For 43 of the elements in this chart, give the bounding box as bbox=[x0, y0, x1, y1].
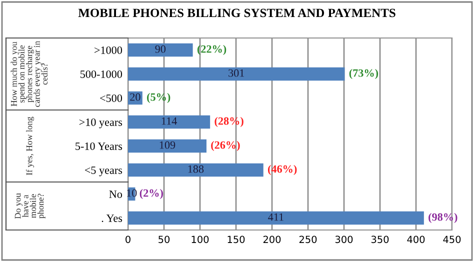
text: Do you have a mobile phone? bbox=[14, 193, 46, 219]
x-tick-label: 450 bbox=[443, 236, 461, 244]
data-label: 20 bbox=[130, 93, 140, 101]
x-tick-label: 350 bbox=[371, 236, 389, 244]
x-tick-label: 100 bbox=[192, 236, 209, 244]
y-tick-label: >1000 bbox=[94, 46, 122, 54]
chart-title: MOBILE PHONES BILLING SYSTEM AND PAYMENTS bbox=[78, 8, 396, 18]
bar bbox=[128, 139, 206, 153]
bar bbox=[128, 115, 210, 129]
annotation: (28%) bbox=[214, 116, 244, 128]
y-tick-label: 5-10 Years bbox=[76, 142, 122, 150]
bar bbox=[128, 163, 264, 177]
annotation: (22%) bbox=[197, 44, 226, 56]
x-tick-label: 300 bbox=[335, 236, 353, 244]
y-tick-label: <5 years bbox=[84, 166, 122, 176]
x-tick-label: 200 bbox=[263, 236, 281, 244]
text: If yes, How long bbox=[26, 116, 34, 176]
y-tick-label: >10 years bbox=[79, 118, 122, 128]
annotation: (5%) bbox=[147, 92, 170, 104]
bar bbox=[128, 43, 193, 57]
y-tick-label: . Yes bbox=[102, 214, 122, 222]
bar bbox=[128, 67, 345, 81]
annotation: (26%) bbox=[211, 140, 240, 152]
data-label: 109 bbox=[160, 141, 176, 149]
text: How much do you spend on mobile phones recharge cards every year in cedis? bbox=[10, 40, 48, 107]
y-tick-label: <500 bbox=[100, 94, 122, 102]
y-tick-label: 500-1000 bbox=[80, 70, 122, 78]
data-label: 114 bbox=[162, 117, 177, 125]
annotation: (98%) bbox=[428, 212, 458, 224]
annotation: (46%) bbox=[268, 164, 297, 176]
x-tick-label: 250 bbox=[299, 236, 317, 244]
y-tick-label: No bbox=[109, 190, 122, 198]
x-tick-label: 400 bbox=[407, 236, 425, 244]
data-label: 188 bbox=[188, 165, 204, 173]
bar bbox=[128, 211, 424, 225]
x-tick-label: 50 bbox=[158, 236, 170, 244]
x-tick-label: 150 bbox=[228, 236, 245, 244]
annotation: (73%) bbox=[349, 68, 378, 80]
data-label: 90 bbox=[155, 45, 166, 53]
data-label: 411 bbox=[268, 213, 284, 221]
annotation: (2%) bbox=[140, 188, 163, 200]
x-tick-label: 0 bbox=[126, 236, 130, 244]
data-label: 301 bbox=[228, 69, 244, 77]
